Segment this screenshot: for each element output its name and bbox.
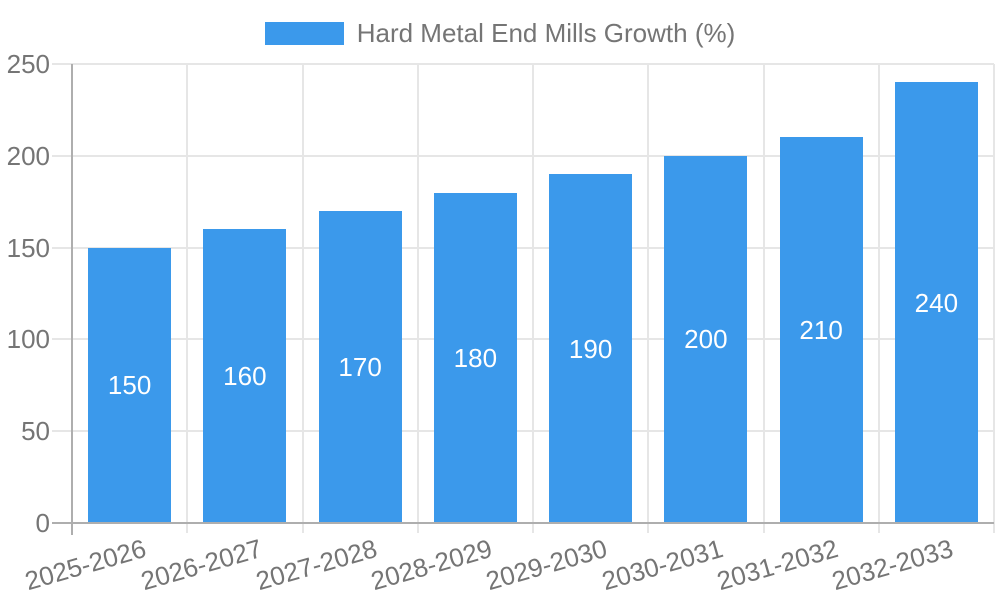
- legend-label: Hard Metal End Mills Growth (%): [356, 18, 736, 48]
- bar-value-label: 160: [223, 361, 267, 392]
- bar-value-label: 240: [914, 287, 959, 318]
- bar-value-label: 210: [799, 315, 843, 346]
- y-gridline: [52, 246, 994, 249]
- chart-legend[interactable]: Hard Metal End Mills Growth (%): [0, 18, 1000, 49]
- x-gridline: [532, 64, 534, 533]
- x-gridline: [416, 64, 419, 533]
- legend-swatch: [264, 22, 344, 45]
- bar[interactable]: [88, 247, 172, 522]
- x-gridline: [762, 64, 765, 533]
- y-axis-line: [71, 64, 73, 535]
- y-gridline: [52, 63, 994, 65]
- x-tick-label: 2027-2028: [252, 533, 381, 597]
- bar-value-label: 180: [453, 342, 498, 373]
- x-gridline: [186, 64, 189, 533]
- x-gridline: [647, 64, 650, 533]
- bar-value-label: 150: [107, 370, 152, 401]
- y-tick-label: 0: [35, 508, 50, 538]
- bar[interactable]: [433, 192, 517, 522]
- bar[interactable]: [664, 155, 748, 522]
- y-tick-label: 200: [6, 140, 50, 171]
- x-tick-label: 2026-2027: [137, 533, 265, 597]
- x-tick-label: 2032-2033: [828, 533, 957, 597]
- bar[interactable]: [318, 210, 402, 522]
- y-gridline: [52, 154, 994, 157]
- x-tick-label: 2025-2026: [21, 533, 150, 597]
- bar[interactable]: [203, 229, 287, 522]
- bar-value-label: 190: [568, 333, 613, 364]
- y-tick-label: 150: [6, 232, 50, 263]
- y-tick-label: 250: [6, 49, 50, 79]
- y-tick-label: 100: [6, 324, 50, 355]
- x-tick-label: 2030-2031: [598, 533, 726, 597]
- x-axis-line: [52, 522, 994, 524]
- y-gridline: [52, 338, 994, 341]
- bar[interactable]: [894, 82, 978, 522]
- x-gridline: [993, 64, 995, 533]
- bar[interactable]: [779, 137, 863, 522]
- bar-value-label: 170: [338, 351, 382, 382]
- x-gridline: [301, 64, 304, 533]
- x-tick-label: 2029-2030: [482, 533, 611, 597]
- y-gridline: [52, 430, 994, 433]
- x-gridline: [877, 64, 880, 533]
- x-tick-label: 2028-2029: [367, 533, 496, 597]
- bar[interactable]: [549, 174, 633, 522]
- x-tick-label: 2031-2032: [713, 533, 842, 597]
- y-tick-label: 50: [21, 416, 50, 447]
- bar-value-label: 200: [684, 324, 728, 355]
